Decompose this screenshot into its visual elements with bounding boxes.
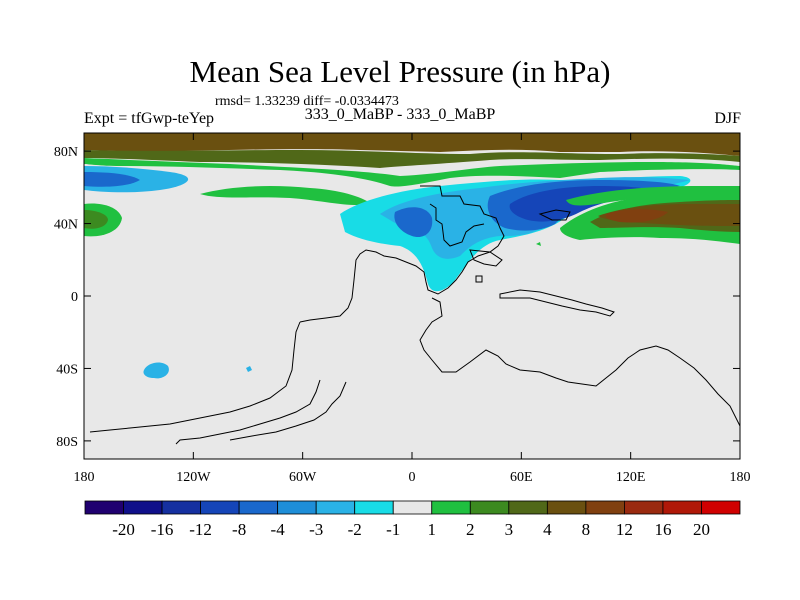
colorbar-swatch: [161, 500, 201, 515]
colorbar-swatch: [662, 500, 702, 515]
colorbar-label: 2: [466, 520, 475, 539]
lat-tick-label: 80S: [56, 435, 78, 450]
colorbar-swatch: [469, 500, 510, 515]
colorbar-label: 16: [654, 520, 671, 539]
longitude-ticks: 180 120W 60W 0 60E 120E 180: [74, 133, 751, 485]
band-light-green: [84, 158, 740, 187]
colorbar-label: 1: [428, 520, 437, 539]
colorbar-label: 3: [505, 520, 514, 539]
asia-green-band: [566, 186, 740, 206]
colorbar-label: -2: [348, 520, 362, 539]
green-speck: [536, 242, 541, 246]
colorbar-label: -1: [386, 520, 400, 539]
colorbar-swatch: [585, 500, 625, 515]
colorbar-swatch: [84, 500, 124, 515]
southern-speck: [246, 366, 252, 372]
experiment-label: Expt = tfGwp-teYep: [84, 110, 215, 127]
asia-ridge-core: [605, 209, 668, 223]
colorbar-swatch: [701, 500, 741, 515]
colorbar-label: 12: [616, 520, 633, 539]
green-ridge: [200, 186, 372, 206]
colorbar-label: -16: [151, 520, 174, 539]
high-pressure-band: [84, 133, 740, 156]
lat-tick-label: 40S: [56, 362, 78, 377]
lon-tick-label: 120E: [616, 470, 646, 485]
colorbar-swatch: [315, 500, 356, 515]
lat-tick-label: 40N: [54, 218, 78, 233]
colorbar-swatch: [354, 500, 394, 515]
lat-tick-label: 0: [71, 290, 78, 305]
colorbar-label: 20: [693, 520, 710, 539]
north-pacific-low-core: [84, 172, 140, 187]
europe-low: [394, 207, 433, 238]
colorbar-swatch: [508, 500, 548, 515]
season-label: DJF: [714, 110, 741, 127]
band-moderate: [84, 150, 740, 168]
colorbar-label: 8: [582, 520, 591, 539]
colorbar-label: -8: [232, 520, 246, 539]
experiment-name: 333_0_MaBP - 333_0_MaBP: [304, 106, 496, 123]
colorbar: -20 -16 -12 -8 -4 -3 -2 -1 1 2 3 4 8 12 16 20: [84, 500, 741, 539]
colorbar-swatch: [238, 500, 279, 515]
colorbar-swatch: [624, 500, 664, 515]
plot-title: Mean Sea Level Pressure (in hPa): [189, 54, 611, 89]
latitude-ticks: 80N 40N 0 40S 80S: [54, 145, 740, 450]
colorbar-swatch: [277, 500, 317, 515]
colorbar-swatch: [392, 500, 433, 515]
colorbar-label: -3: [309, 520, 323, 539]
lon-tick-label: 60W: [289, 470, 317, 485]
southern-small-low: [143, 362, 169, 379]
stats-label: rmsd= 1.33239 diff= -0.0334473: [215, 94, 399, 109]
pressure-contours: [84, 133, 740, 379]
lat-tick-label: 80N: [54, 145, 78, 160]
colorbar-label: -12: [189, 520, 212, 539]
lon-tick-label: 180: [730, 470, 751, 485]
lon-tick-label: 60E: [510, 470, 533, 485]
colorbar-swatch: [546, 500, 587, 515]
colorbar-swatch: [431, 500, 471, 515]
colorbar-label: 4: [543, 520, 552, 539]
colorbar-label: -20: [112, 520, 135, 539]
colorbar-swatch: [123, 500, 163, 515]
lon-tick-label: 180: [74, 470, 95, 485]
lon-tick-label: 120W: [176, 470, 211, 485]
colorbar-swatch: [200, 500, 240, 515]
coastlines: [89, 185, 740, 445]
colorbar-label: -4: [271, 520, 286, 539]
lon-tick-label: 0: [409, 470, 416, 485]
